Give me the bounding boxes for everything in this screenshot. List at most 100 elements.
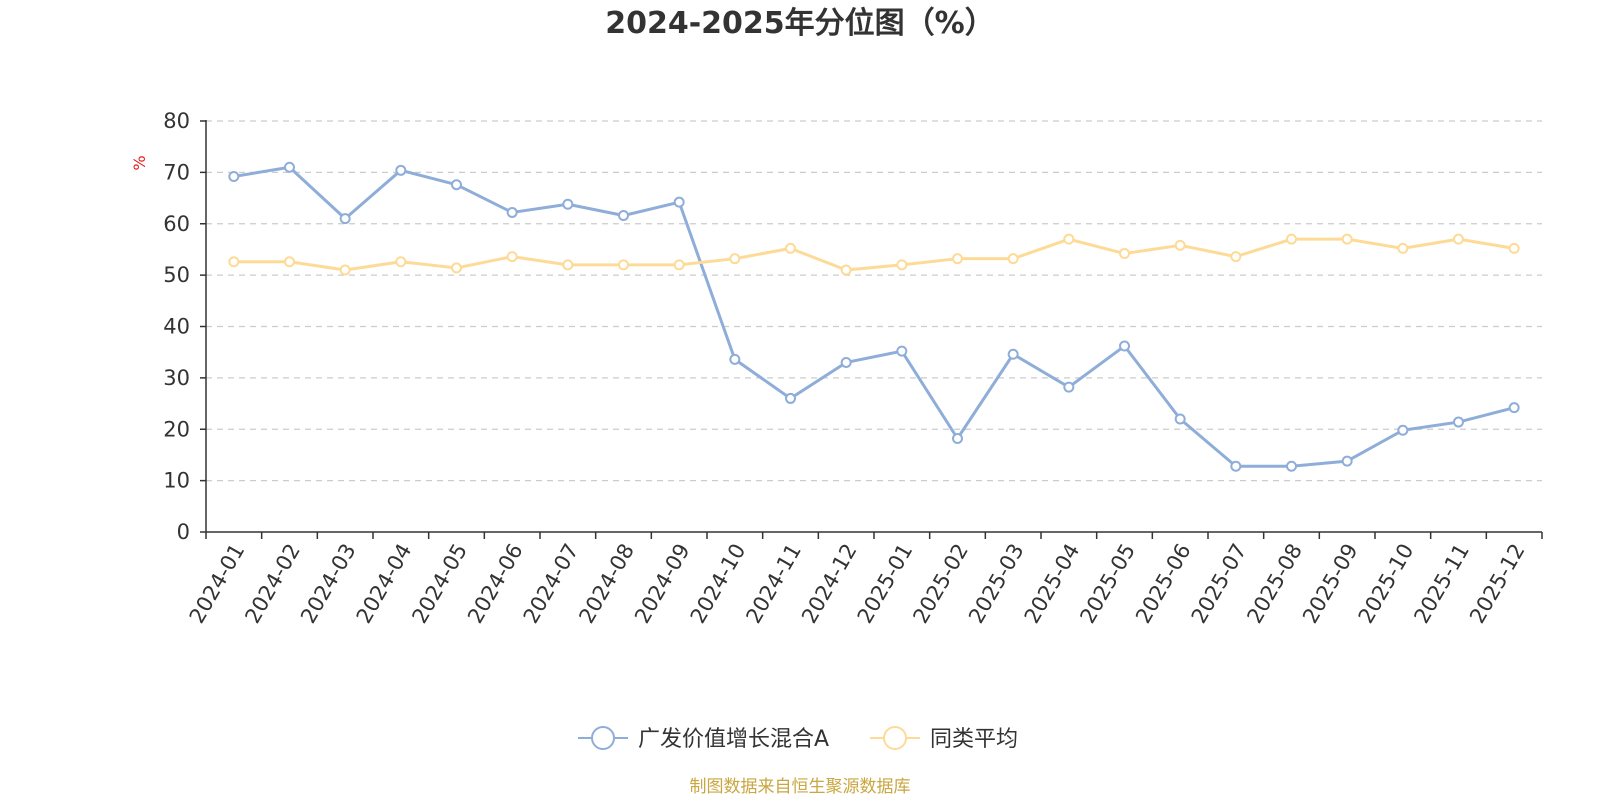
data-point <box>1397 242 1409 254</box>
data-point <box>1230 251 1242 263</box>
data-point <box>284 161 295 173</box>
legend-item-2: 同类平均 <box>870 726 1018 752</box>
data-point <box>339 213 351 225</box>
data-point <box>506 251 518 263</box>
x-tick-label: 2024-02 <box>240 540 305 628</box>
data-point <box>1007 253 1019 265</box>
x-tick-label: 2025-09 <box>1298 540 1363 628</box>
grid-lines <box>206 120 1542 482</box>
data-point <box>729 353 741 365</box>
y-tick-label: 60 <box>163 212 190 236</box>
data-point <box>1063 233 1075 245</box>
x-tick-label: 2024-06 <box>463 540 528 628</box>
x-tick-label: 2024-08 <box>574 540 639 628</box>
data-point <box>451 262 462 274</box>
x-tick-label: 2024-10 <box>686 540 751 628</box>
data-point <box>1119 248 1130 260</box>
series-1 <box>228 161 1520 472</box>
x-tick-label: 2025-04 <box>1020 540 1085 628</box>
data-point <box>952 432 963 444</box>
data-point <box>1063 381 1075 393</box>
data-point <box>1007 348 1019 360</box>
y-tick-label: 20 <box>163 417 190 441</box>
y-tick-label: 10 <box>163 469 190 493</box>
legend-label: 同类平均 <box>930 727 1018 752</box>
data-point <box>618 259 629 271</box>
x-tick-label: 2024-09 <box>630 540 695 628</box>
legend-marker-icon <box>591 726 615 750</box>
series-2 <box>228 233 1520 276</box>
x-tick-label: 2025-06 <box>1131 540 1196 628</box>
legend-label: 广发价值增长混合A <box>638 727 829 752</box>
x-tick-label: 2024-05 <box>407 540 472 628</box>
data-point <box>673 196 685 208</box>
data-point <box>284 256 295 268</box>
x-tick-label: 2025-10 <box>1354 540 1419 628</box>
x-tick-label: 2025-07 <box>1187 540 1252 628</box>
y-axis-unit-label: % <box>130 155 149 170</box>
data-point <box>785 392 796 404</box>
data-point <box>840 356 852 368</box>
x-tick-label: 2025-11 <box>1409 540 1474 628</box>
data-point <box>729 253 741 265</box>
data-point <box>228 170 240 182</box>
data-point <box>562 198 574 210</box>
data-point <box>1508 242 1520 254</box>
axes: 010203040506070802024-012024-022024-0320… <box>163 109 1543 628</box>
x-tick-label: 2025-01 <box>853 540 918 628</box>
data-point <box>1508 402 1520 414</box>
data-point <box>1286 460 1297 472</box>
data-point <box>1286 233 1297 245</box>
y-tick-label: 0 <box>177 520 190 544</box>
y-tick-label: 70 <box>163 160 190 184</box>
x-tick-label: 2024-11 <box>741 540 806 628</box>
data-point <box>1341 233 1353 245</box>
data-point <box>451 179 462 191</box>
data-point <box>896 345 908 357</box>
data-point <box>1453 233 1464 245</box>
y-tick-label: 30 <box>163 366 190 390</box>
data-point <box>1453 416 1464 428</box>
data-point <box>1119 340 1130 352</box>
data-point <box>395 256 407 268</box>
data-point <box>618 210 629 222</box>
x-tick-label: 2025-03 <box>964 540 1029 628</box>
x-tick-label: 2024-12 <box>797 540 862 628</box>
y-tick-label: 50 <box>163 263 190 287</box>
data-point <box>506 206 518 218</box>
x-tick-label: 2024-03 <box>296 540 361 628</box>
x-tick-label: 2024-07 <box>519 540 584 628</box>
data-source-note: 制图数据来自恒生聚源数据库 <box>690 777 911 797</box>
chart-title: 2024-2025年分位图（%） <box>605 6 995 41</box>
y-tick-label: 80 <box>163 109 190 133</box>
data-point <box>952 253 963 265</box>
legend-item-1: 广发价值增长混合A <box>578 726 829 752</box>
series-layer <box>228 161 1520 472</box>
y-tick-label: 40 <box>163 315 190 339</box>
data-point <box>1174 413 1186 425</box>
series-line <box>233 165 1515 468</box>
data-point <box>1230 460 1242 472</box>
x-tick-label: 2024-04 <box>352 540 417 628</box>
data-point <box>339 264 351 276</box>
x-tick-label: 2025-05 <box>1075 540 1140 628</box>
data-point <box>1174 239 1186 251</box>
data-point <box>395 164 407 176</box>
data-point <box>562 259 574 271</box>
x-tick-label: 2024-01 <box>185 540 250 628</box>
data-point <box>1341 455 1353 467</box>
data-point <box>896 259 908 271</box>
legend-marker-icon <box>883 726 907 750</box>
data-point <box>785 242 796 254</box>
x-tick-label: 2025-02 <box>908 540 973 628</box>
data-point <box>1397 424 1409 436</box>
data-point <box>840 264 852 276</box>
x-tick-label: 2025-08 <box>1242 540 1307 628</box>
legend: 广发价值增长混合A 同类平均 <box>578 726 1018 752</box>
data-point <box>673 259 685 271</box>
data-point <box>228 256 240 268</box>
series-line <box>233 237 1515 272</box>
x-tick-label: 2025-12 <box>1465 540 1530 628</box>
